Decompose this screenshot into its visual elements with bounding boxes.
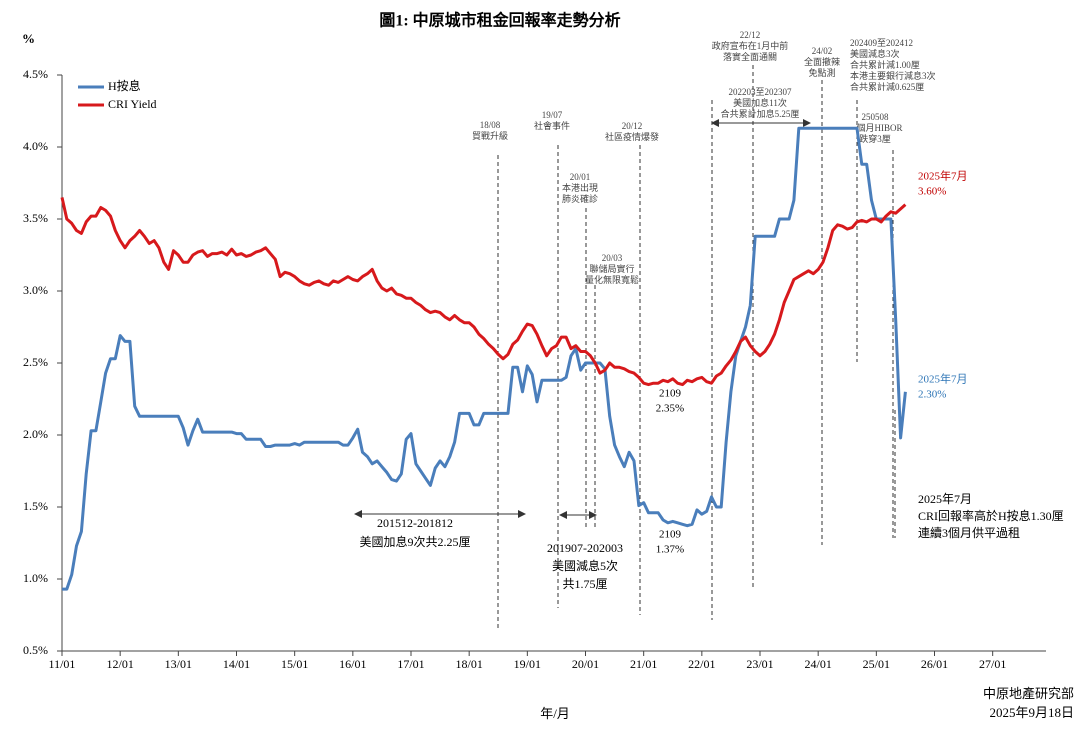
annotation: 2109 [659,388,682,400]
legend-label: CRI Yield [108,97,157,111]
y-tick-label: 1.5% [23,499,48,513]
annotation: 2109 [659,529,682,541]
annotation: 1.37% [656,544,684,556]
y-tick-label: 3.5% [23,211,48,225]
x-tick-label: 11/01 [49,657,76,671]
x-tick-label: 24/01 [805,657,832,671]
annotation: 美國減息5次 [552,558,618,573]
x-tick-label: 23/01 [746,657,773,671]
annotation: 美國加息11次 [733,97,787,108]
annotation: 20/12 [622,121,643,131]
x-tick-label: 27/01 [979,657,1006,671]
y-tick-label: 2.5% [23,355,48,369]
annotation: 3.60% [918,186,946,198]
x-tick-label: 18/01 [456,657,483,671]
y-tick-label: 4.5% [23,67,48,81]
annotation: 一個月HIBOR [847,122,902,133]
annotation: 美國加息9次共2.25厘 [359,534,470,549]
annotation: 美國減息3次 [850,48,900,59]
y-tick-label: 2.0% [23,427,48,441]
source-date: 2025年9月18日 [989,705,1074,720]
x-tick-label: 13/01 [165,657,192,671]
annotation: 落實全面通關 [723,51,777,62]
annotation: 社會事件 [534,120,570,131]
annotation: 22/12 [740,30,761,40]
x-tick-label: 12/01 [106,657,133,671]
y-tick-label: 0.5% [23,643,48,657]
x-tick-label: 21/01 [630,657,657,671]
annotation: 202409至202412 [850,38,913,48]
annotation: 合共累計減0.625厘 [850,81,924,92]
annotation: 共1.75厘 [562,577,607,591]
annotation: 免點測 [808,67,835,78]
series-line [60,197,907,387]
y-tick-label: 4.0% [23,139,48,153]
annotation: 貿戰升級 [472,130,508,141]
x-tick-label: 25/01 [863,657,890,671]
x-axis-label: 年/月 [540,706,570,721]
annotation: 合共累計加息5.25厘 [721,108,800,119]
annotation: 合共累計減1.00厘 [850,59,920,70]
annotation: 聯儲局實行 [589,263,634,274]
annotation: CRI回報率高於H按息1.30厘 [918,508,1064,523]
x-tick-label: 17/01 [397,657,424,671]
annotation: 18/08 [480,120,501,130]
chart-title: 圖1: 中原城市租金回報率走勢分析 [379,11,620,30]
x-tick-label: 26/01 [921,657,948,671]
annotation: 2.30% [918,389,946,401]
x-tick-label: 22/01 [688,657,715,671]
x-tick-label: 20/01 [572,657,599,671]
annotation: 201907-202003 [547,541,623,555]
annotation: 201512-201812 [377,516,453,530]
annotation: 連續3個月供平過租 [918,525,1020,540]
annotation: 20/03 [602,253,623,263]
annotation: 政府宣布在1月中前 [712,40,789,51]
annotation: 本港主要銀行減息3次 [850,70,936,81]
annotation: 2025年7月 [918,372,968,386]
annotation: 全面撤辣 [804,56,840,67]
annotation: 社區疫情爆發 [605,131,659,142]
annotation: 2025年7月 [918,492,972,506]
annotation: 2.35% [656,403,684,415]
annotation: 跌穿3厘 [859,133,891,144]
annotation: 量化無限寬鬆 [585,274,639,285]
annotation: 24/02 [812,46,833,56]
y-tick-label: 3.0% [23,283,48,297]
annotation: 19/07 [542,110,563,120]
annotation: 20/01 [570,172,591,182]
y-unit: % [22,31,35,46]
legend-label: H按息 [108,78,141,93]
y-tick-label: 1.0% [23,571,48,585]
x-tick-label: 14/01 [223,657,250,671]
source: 中原地產研究部 [983,686,1074,701]
x-tick-label: 15/01 [281,657,308,671]
annotation: 肺炎確診 [562,193,598,204]
annotation: 202203至202307 [728,87,792,97]
annotation: 本港出現 [562,182,598,193]
series-line [62,126,907,591]
x-tick-label: 16/01 [339,657,366,671]
annotation: 250508 [862,112,890,122]
annotation: 2025年7月 [918,169,968,183]
x-tick-label: 19/01 [514,657,541,671]
